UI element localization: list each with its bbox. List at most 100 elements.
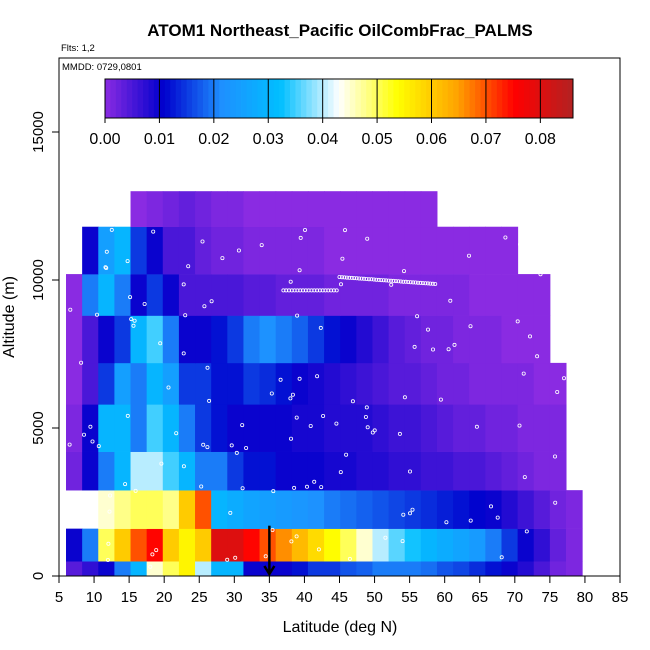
sample-point [334,421,339,426]
heatmap-cell [211,404,228,452]
sample-point [515,319,520,324]
heatmap-cell [130,528,148,562]
heatmap-cell [162,191,180,228]
sample-point [412,344,417,349]
sample-point [205,445,210,450]
heatmap-cell [372,315,390,364]
sample-point [347,275,352,280]
sample-point [315,288,320,293]
sample-point [364,405,369,410]
colorbar-swatch [300,79,307,118]
heatmap-cell [259,226,277,275]
sample-point [199,484,204,489]
heatmap-cell [453,451,470,491]
heatmap-cell [420,315,438,364]
colorbar-swatch [262,79,269,118]
sample-point [263,554,268,559]
colorbar-swatch [507,79,514,118]
sample-point [309,288,314,293]
colorbar-swatch [241,79,247,118]
sample-point [202,304,207,309]
heatmap-cell [227,362,244,405]
sample-point [96,444,101,449]
sample-point [123,482,128,487]
heatmap-cell [146,226,164,275]
heatmap-cell [114,561,132,577]
sample-point [240,423,245,428]
heatmap-cell [114,315,132,364]
heatmap-cell [420,451,438,491]
colorbar-tick-label: 0.05 [362,131,393,148]
sample-point [334,288,339,293]
heatmap-cell [340,315,357,364]
colorbar-swatch [387,79,394,118]
heatmap-cell [517,490,535,529]
sample-point [352,276,357,281]
heatmap-cell [291,528,309,562]
colorbar-swatch [458,79,465,118]
colorbar-tick-label: 0.08 [525,131,556,148]
heatmap-cell [533,490,551,529]
heatmap-cell [420,226,438,275]
sample-point [402,395,407,400]
heatmap-cell [259,528,277,562]
heatmap-cell [372,561,390,577]
heatmap-cell [259,451,277,491]
sample-point [82,432,87,437]
heatmap-cell [130,451,148,491]
heatmap-cell [372,404,390,452]
heatmap-cell [195,226,212,275]
heatmap-cell [517,528,535,562]
heatmap-cell [485,315,502,364]
heatmap-cell [178,274,196,316]
colorbar-swatch [567,79,574,118]
sample-point [128,295,133,300]
sample-point [302,227,307,232]
heatmap-cell [549,561,567,577]
heatmap-cell [66,528,83,562]
heatmap-cell [146,362,164,405]
colorbar-swatch [562,79,568,118]
heatmap-cell [485,451,502,491]
heatmap-cell [275,362,293,405]
heatmap-cell [420,490,438,529]
sample-point [406,279,411,284]
heatmap-cell [404,226,422,275]
heatmap-cell [82,561,99,577]
heatmap-cell [211,490,228,529]
sample-point [430,347,435,352]
heatmap-cell [453,528,470,562]
heatmap-cell [324,528,341,562]
heatmap-cell [324,362,341,405]
colorbar-tick-label: 0.00 [89,131,120,148]
heatmap-cell [307,191,325,228]
sample-point [68,307,73,312]
heatmap-cell [501,561,519,577]
y-tick-label: 0 [30,572,47,580]
heatmap-cell [82,528,99,562]
colorbar-tick-label: 0.03 [253,131,284,148]
sample-point [125,259,130,264]
heatmap-cell [211,528,228,562]
heatmap-cell [146,451,164,491]
sample-point [323,288,328,293]
heatmap-cell [146,274,164,316]
heatmap-cell [436,274,454,316]
heatmap-cell [533,404,551,452]
sample-point [354,276,359,281]
sample-point [374,277,379,282]
colorbar-swatch [518,79,525,118]
heatmap-cell [307,561,325,577]
sample-point [347,556,352,561]
heatmap-cell [227,451,244,491]
sample-point [158,341,163,346]
sample-point [344,452,349,457]
heatmap-cell [533,451,551,491]
sample-point [319,485,324,490]
sample-point [312,479,317,484]
sample-point [388,278,393,283]
heatmap-cell [501,404,519,452]
colorbar-swatch [502,79,509,118]
sample-point [229,443,234,448]
sample-point [88,424,93,429]
